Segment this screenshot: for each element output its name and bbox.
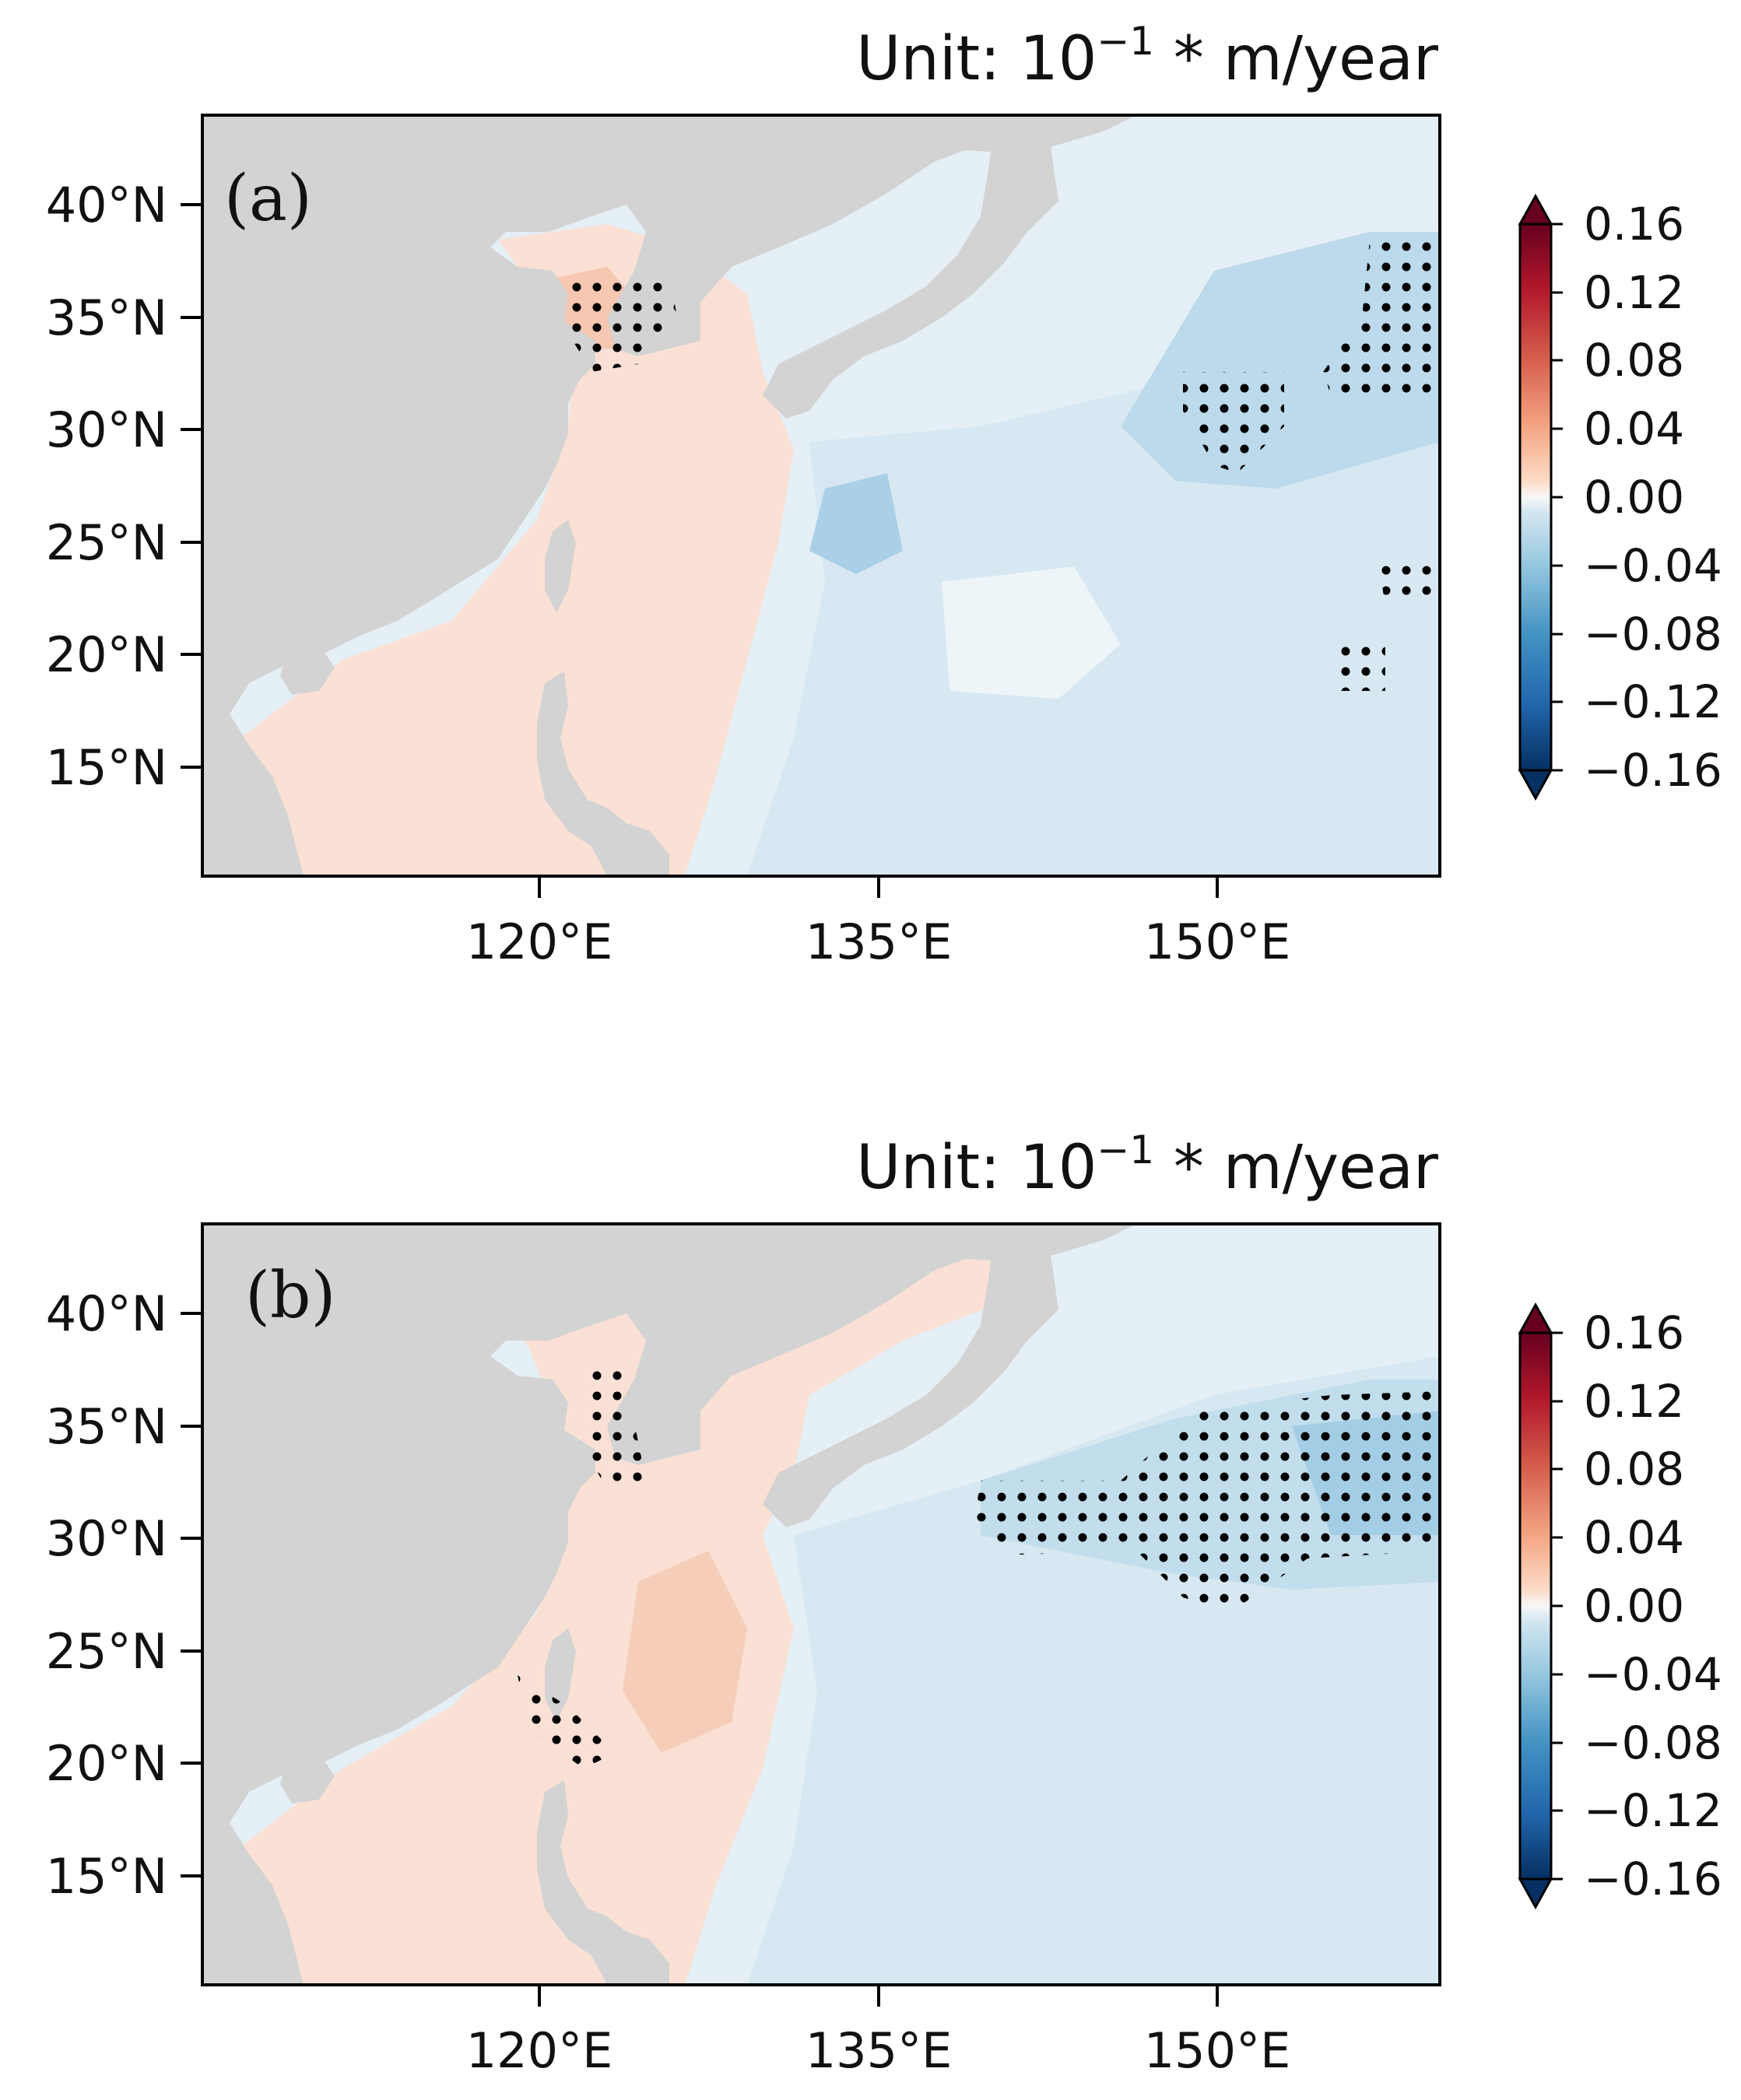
lat-axis-a: 40°N 35°N 30°N 25°N 20°N 15°N <box>46 177 202 796</box>
unit-title-a: Unit: 10−1 * m/year <box>856 19 1439 94</box>
lon-axis-b: 120°E 135°E 150°E <box>466 1985 1291 2079</box>
colorbar-tick: 0.12 <box>1584 1375 1684 1428</box>
lat-tick-label: 15°N <box>46 1848 167 1905</box>
lon-tick-label: 120°E <box>466 2022 613 2079</box>
colorbar-b: 0.16 0.12 0.08 0.04 0.00 −0.04 −0.08 −0.… <box>1518 1302 1722 1910</box>
lon-tick-label: 120°E <box>466 913 613 970</box>
significance-stipple <box>973 1391 1440 1613</box>
colorbar-tick: −0.12 <box>1584 675 1722 728</box>
panel-label-b: (b) <box>245 1259 335 1333</box>
significance-stipple <box>1183 372 1284 473</box>
colorbar-tick: −0.16 <box>1584 744 1722 797</box>
warm-anomaly-a <box>241 224 794 876</box>
map-a: (a) <box>201 114 1441 878</box>
lat-axis-b: 40°N 35°N 30°N 25°N 20°N 15°N <box>46 1285 202 1905</box>
colorbar-tick: 0.08 <box>1584 334 1684 387</box>
lon-tick-label: 135°E <box>806 2022 953 2079</box>
colorbar-tick: −0.04 <box>1584 1648 1722 1701</box>
lat-tick-label: 25°N <box>46 1623 167 1680</box>
panel-a: Unit: 10−1 * m/year <box>46 19 1722 970</box>
colorbar-tick: −0.08 <box>1584 1716 1722 1769</box>
lat-tick-label: 25°N <box>46 514 167 571</box>
colorbar-tick: 0.08 <box>1584 1443 1684 1495</box>
colorbar-tick: −0.16 <box>1584 1853 1722 1905</box>
colorbar-tick: 0.16 <box>1584 1306 1684 1359</box>
colorbar-tick: 0.00 <box>1584 471 1684 524</box>
colorbar-a: 0.16 0.12 0.08 0.04 0.00 −0.04 −0.08 −0.… <box>1518 193 1722 801</box>
significance-stipple <box>518 1675 615 1769</box>
map-frame-a <box>201 114 1441 878</box>
colorbar-tick: 0.04 <box>1584 402 1684 455</box>
panel-b: Unit: 10−1 * m/year (b) <box>46 1127 1722 2079</box>
map-b: (b) <box>201 1222 1441 1986</box>
significance-stipple <box>1323 240 1440 403</box>
lat-tick-label: 30°N <box>46 1510 167 1567</box>
colorbar-tick: 0.00 <box>1584 1579 1684 1632</box>
lat-tick-label: 35°N <box>46 1398 167 1455</box>
lon-tick-label: 150°E <box>1144 913 1291 970</box>
colorbar-tick: 0.04 <box>1584 1511 1684 1564</box>
map-frame-b <box>201 1222 1441 1986</box>
lat-tick-label: 20°N <box>46 1735 167 1792</box>
lat-tick-label: 40°N <box>46 1285 167 1342</box>
lon-tick-label: 135°E <box>806 913 953 970</box>
significance-stipple <box>1378 559 1440 605</box>
lat-tick-label: 30°N <box>46 401 167 458</box>
colorbar-tick: −0.04 <box>1584 539 1722 592</box>
lon-tick-label: 150°E <box>1144 2022 1291 2079</box>
lat-tick-label: 20°N <box>46 626 167 683</box>
panel-label-a: (a) <box>224 162 312 236</box>
lat-tick-label: 40°N <box>46 177 167 233</box>
significance-stipple <box>568 271 677 372</box>
unit-title-b: Unit: 10−1 * m/year <box>856 1127 1439 1203</box>
colorbar-tick: 0.16 <box>1584 198 1684 251</box>
colorbar-tick: −0.08 <box>1584 608 1722 661</box>
significance-stipple <box>584 1364 646 1488</box>
lat-tick-label: 15°N <box>46 739 167 796</box>
lat-tick-label: 35°N <box>46 289 167 346</box>
colorbar-tick: −0.12 <box>1584 1784 1722 1837</box>
significance-stipple <box>1331 636 1385 691</box>
lon-axis-a: 120°E 135°E 150°E <box>466 876 1291 970</box>
colorbar-tick: 0.12 <box>1584 266 1684 319</box>
